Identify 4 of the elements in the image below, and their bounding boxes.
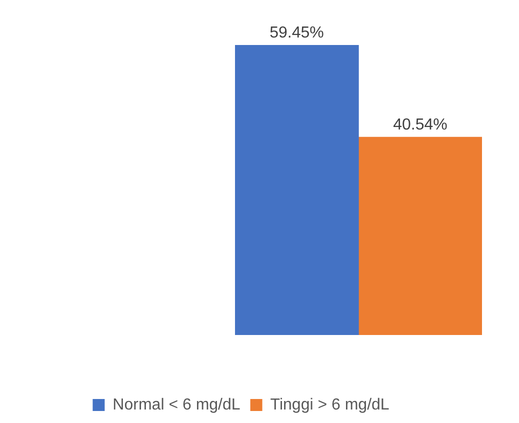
data-label: 40.54% xyxy=(393,116,448,134)
legend-label: Normal < 6 mg/dL xyxy=(112,396,240,414)
legend-label: Tinggi > 6 mg/dL xyxy=(270,396,390,414)
data-label: 59.45% xyxy=(270,24,324,42)
